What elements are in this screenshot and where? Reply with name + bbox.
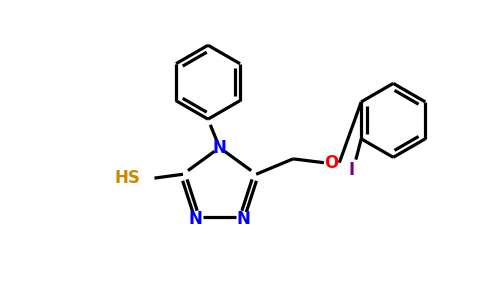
Text: N: N (188, 210, 202, 228)
Text: I: I (349, 160, 355, 178)
Text: O: O (324, 154, 339, 172)
Text: N: N (212, 139, 227, 157)
Text: HS: HS (115, 169, 140, 187)
Text: N: N (237, 210, 251, 228)
